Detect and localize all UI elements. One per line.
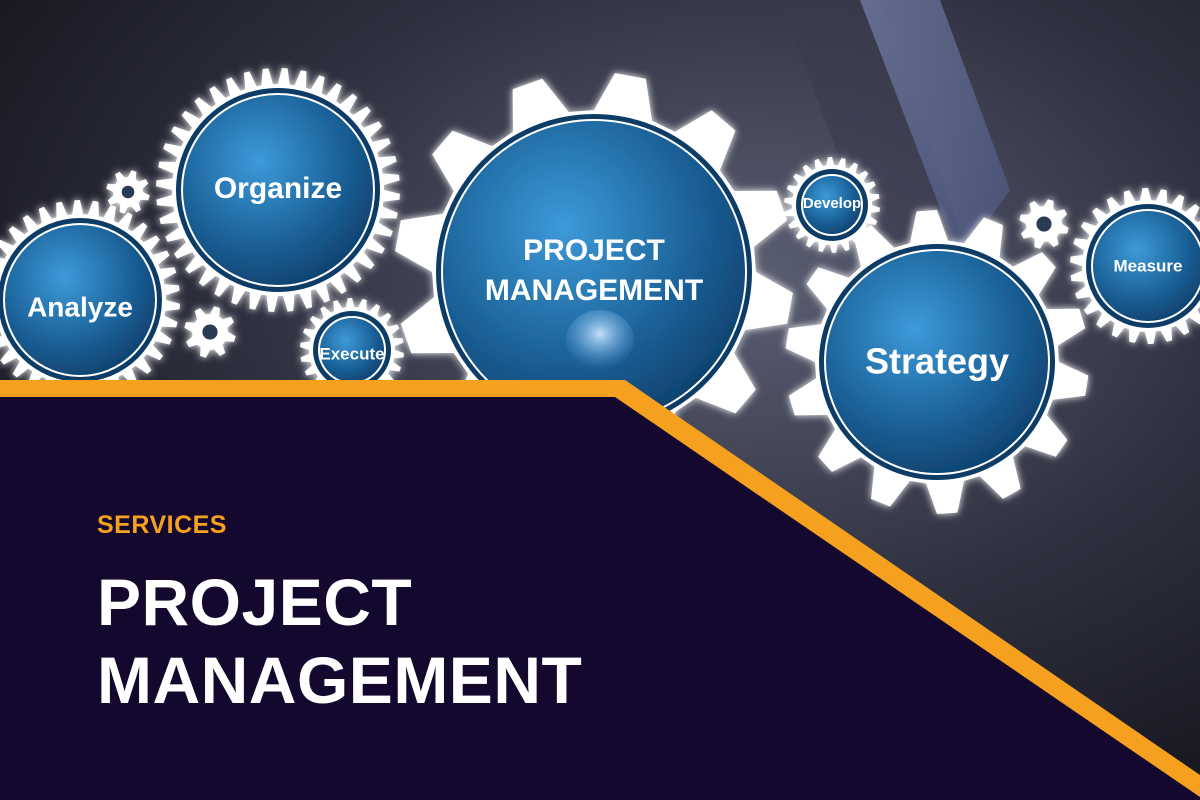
gear-label-project: PROJECT [523, 234, 665, 267]
section-eyebrow: SERVICES [97, 511, 227, 539]
small-gear-3 [1019, 199, 1069, 249]
fingertip-glow [566, 310, 634, 370]
gear-execute [300, 298, 404, 402]
tie-shape [860, 0, 1010, 260]
gear-label-develop: Develop [803, 195, 861, 212]
gear-strategy [785, 210, 1089, 514]
hero-text: SERVICES PROJECT MANAGEMENT [97, 505, 717, 719]
small-gear-2 [184, 306, 236, 358]
gear-label-management: MANAGEMENT [485, 274, 703, 307]
gear-develop [784, 157, 880, 253]
gear-label-execute: Execute [319, 344, 384, 363]
gear-label-strategy: Strategy [865, 341, 1009, 382]
gear-project-management [395, 73, 793, 471]
text-panel-background [0, 397, 1200, 800]
gear-measure [1070, 188, 1200, 344]
gear-organize [156, 68, 400, 312]
hero-title-line-1: PROJECT [97, 565, 413, 639]
small-gear-1 [106, 170, 150, 214]
hero-title-line-2: MANAGEMENT [97, 643, 583, 717]
gear-label-organize: Organize [214, 172, 342, 205]
gear-analyze [0, 200, 180, 400]
gear-label-measure: Measure [1114, 256, 1183, 275]
gear-label-analyze: Analyze [27, 291, 133, 322]
